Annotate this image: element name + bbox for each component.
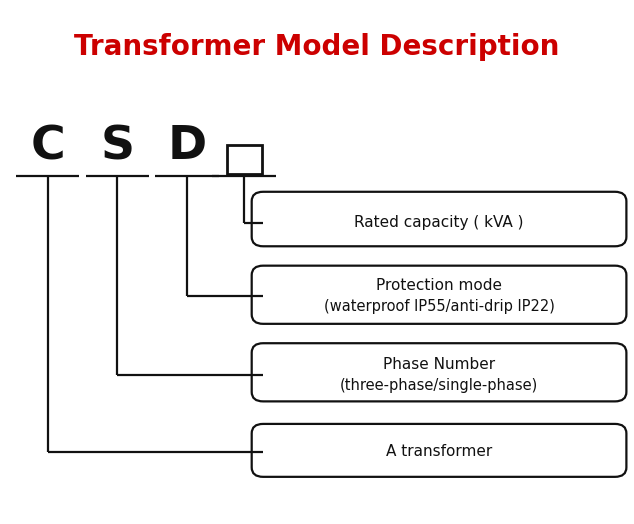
- Text: (waterproof IP55/anti-drip IP22): (waterproof IP55/anti-drip IP22): [323, 299, 555, 314]
- Text: (three-phase/single-phase): (three-phase/single-phase): [340, 378, 538, 392]
- FancyBboxPatch shape: [252, 343, 626, 401]
- Text: Phase Number: Phase Number: [383, 357, 495, 372]
- Bar: [227, 145, 261, 174]
- Text: Transformer Model Description: Transformer Model Description: [74, 33, 560, 61]
- Text: S: S: [100, 124, 134, 169]
- Text: A transformer: A transformer: [386, 444, 492, 459]
- FancyBboxPatch shape: [252, 424, 626, 477]
- Text: D: D: [167, 124, 207, 169]
- Text: Rated capacity ( kVA ): Rated capacity ( kVA ): [354, 215, 524, 230]
- FancyBboxPatch shape: [252, 266, 626, 324]
- Text: Protection mode: Protection mode: [376, 278, 502, 293]
- Text: C: C: [30, 124, 65, 169]
- FancyBboxPatch shape: [252, 192, 626, 246]
